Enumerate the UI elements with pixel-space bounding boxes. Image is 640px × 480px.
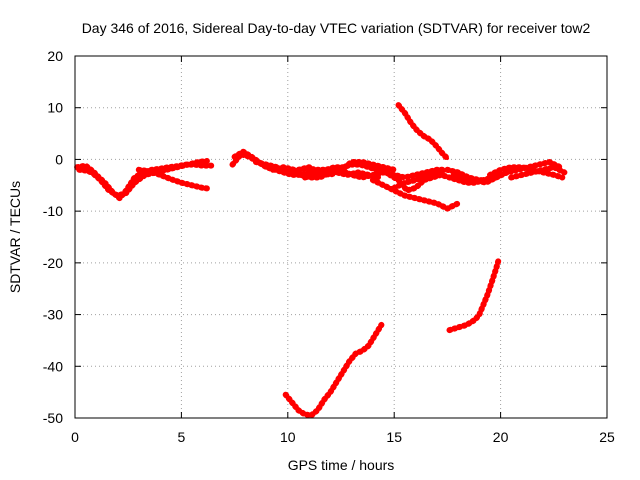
x-tick-label: 20: [493, 429, 509, 445]
x-tick-label: 15: [386, 429, 402, 445]
x-tick-label: 0: [71, 429, 79, 445]
y-tick-label: -50: [43, 410, 63, 426]
y-tick-label: -30: [43, 307, 63, 323]
x-tick-label: 5: [178, 429, 186, 445]
series-layer: [74, 102, 568, 419]
grid-layer: [75, 56, 607, 418]
plot-frame: [74, 55, 608, 419]
series-arc-f: [284, 323, 383, 417]
chart-title: Day 346 of 2016, Sidereal Day-to-day VTE…: [82, 20, 591, 36]
series-arc-a4: [75, 164, 103, 182]
tick-layer: 0 5 10 15 20 25 -50 -40 -30 -20 -10 0 10 20: [43, 48, 615, 445]
series-arc-e: [396, 103, 449, 160]
x-tick-label: 10: [280, 429, 296, 445]
x-tick-label: 25: [599, 429, 615, 445]
y-tick-label: -10: [43, 203, 63, 219]
series-arc-d3: [445, 168, 503, 182]
series-arc-b4: [286, 168, 447, 180]
series-arc-c1: [371, 178, 460, 211]
y-tick-label: -40: [43, 358, 63, 374]
series-arc-d2: [488, 165, 564, 180]
y-axis-label: SDTVAR / TECUs: [7, 181, 23, 293]
y-tick-label: 0: [55, 151, 63, 167]
y-tick-label: -20: [43, 255, 63, 271]
y-tick-label: 20: [47, 48, 63, 64]
y-tick-label: 10: [47, 100, 63, 116]
series-arc-g: [447, 258, 501, 332]
series-arc-a2: [79, 159, 209, 198]
series-arc-a3: [137, 168, 209, 190]
series-arc-d4: [509, 165, 567, 180]
series-arc-f-markers: [282, 321, 385, 419]
series-arc-c3: [392, 169, 447, 190]
x-axis-label: GPS time / hours: [288, 457, 395, 473]
